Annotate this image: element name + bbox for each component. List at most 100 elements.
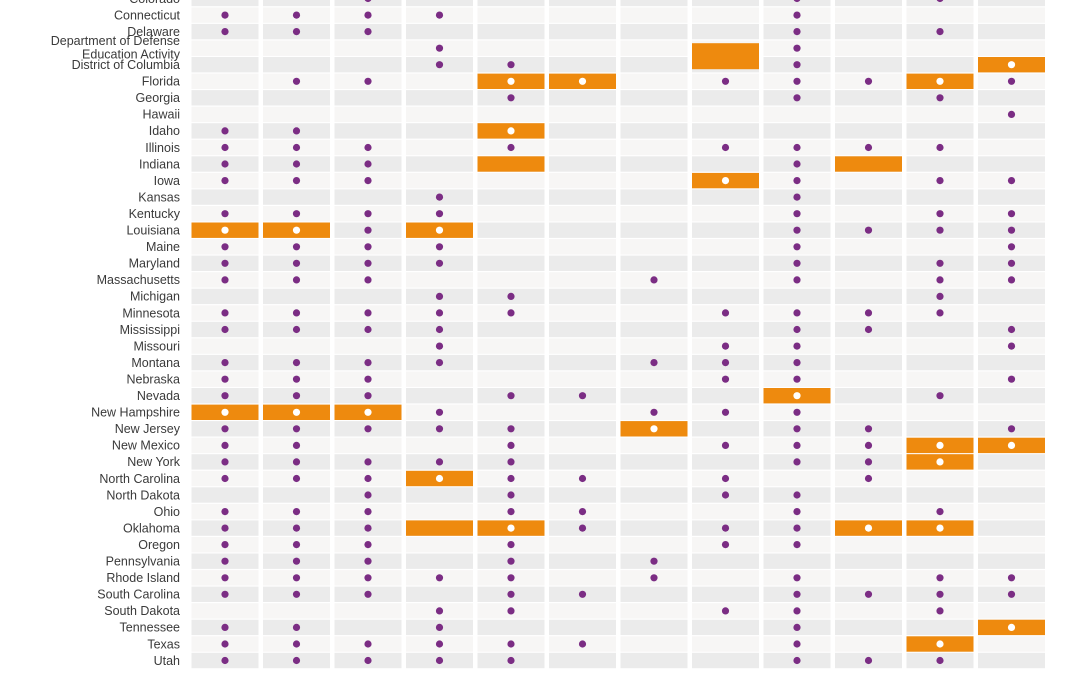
dot-north-carolina-col-1: [221, 474, 229, 483]
row-cell: [406, 172, 473, 189]
row-cell: [334, 57, 402, 73]
dot-nevada-col-11: [936, 392, 944, 400]
row-cell: [978, 454, 1045, 470]
row-cell: [549, 404, 616, 420]
row-cell: [978, 553, 1045, 569]
row-cell: [334, 603, 402, 619]
dot-nevada-col-5: [507, 392, 515, 400]
row-cell: [191, 338, 259, 354]
dot-north-carolina-col-2: [292, 474, 301, 483]
row-cell: [835, 371, 902, 387]
dot-michigan-col-11: [936, 292, 944, 300]
dot-minnesota-col-3: [364, 309, 372, 317]
dot-kentucky-col-11: [936, 210, 944, 218]
dot-nevada-col-3: [364, 392, 372, 400]
row-cell: [406, 553, 473, 569]
dot-idaho-col-5: [507, 127, 515, 135]
dot-south-carolina-col-2: [292, 590, 301, 598]
row-cell: [692, 90, 759, 106]
row-cell: [835, 503, 902, 520]
dot-iowa-col-1: [221, 177, 229, 185]
dot-utah-col-10: [864, 656, 873, 665]
dot-utah-col-5: [507, 656, 515, 665]
row-cell: [835, 23, 902, 40]
row-backgrounds: [191, 0, 1045, 669]
row-cell: [549, 272, 616, 288]
row-cell: [978, 288, 1045, 305]
dot-pennsylvania-col-7: [650, 557, 658, 565]
dot-new-hampshire-col-8: [721, 408, 730, 416]
row-cell: [406, 0, 473, 7]
row-cell: [549, 338, 616, 354]
dot-iowa-col-9: [793, 177, 801, 185]
dot-florida-col-11: [936, 77, 944, 85]
dot-utah-col-4: [435, 656, 444, 665]
row-label-kentucky: Kentucky: [129, 207, 181, 221]
dot-utah-col-1: [221, 656, 229, 665]
dot-south-carolina-col-1: [221, 590, 229, 598]
row-cell: [835, 239, 902, 255]
dot-texas-col-3: [364, 640, 372, 648]
dot-new-jersey-col-4: [435, 425, 444, 433]
dot-oregon-col-1: [221, 541, 229, 549]
dot-georgia-col-9: [793, 94, 801, 102]
row-cell: [620, 172, 688, 189]
row-label-michigan: Michigan: [130, 290, 180, 304]
row-cell: [906, 321, 974, 338]
row-cell: [835, 272, 902, 288]
dot-mississippi-col-3: [364, 325, 372, 334]
row-cell: [334, 106, 402, 123]
dot-maryland-col-2: [292, 259, 301, 267]
row-cell: [334, 437, 402, 454]
row-cell: [835, 288, 902, 305]
row-cell: [549, 305, 616, 321]
row-cell: [334, 40, 402, 56]
dot-oklahoma-col-10: [864, 524, 873, 532]
row-cell: [477, 321, 545, 338]
row-cell: [620, 305, 688, 321]
row-cell: [906, 421, 974, 437]
row-cell: [191, 106, 259, 123]
dot-michigan-col-5: [507, 292, 515, 300]
dot-rhode-island-col-4: [435, 574, 444, 582]
dot-new-hampshire-col-2: [292, 408, 301, 416]
dot-north-carolina-col-8: [721, 474, 730, 483]
dot-missouri-col-9: [793, 342, 801, 350]
row-label-new-jersey: New Jersey: [115, 422, 181, 436]
dot-maryland-col-4: [435, 259, 444, 267]
dot-massachusetts-col-12: [1007, 276, 1016, 284]
row-cell: [620, 338, 688, 354]
dot-mississippi-col-9: [793, 325, 801, 334]
row-cell: [692, 652, 759, 669]
row-cell: [978, 652, 1045, 669]
row-cell: [406, 156, 473, 172]
row-cell: [549, 57, 616, 73]
row-cell: [835, 636, 902, 652]
row-cell: [549, 90, 616, 106]
row-cell: [549, 537, 616, 553]
dot-oklahoma-col-6: [578, 524, 587, 532]
row-cell: [549, 139, 616, 156]
row-cell: [549, 619, 616, 636]
row-cell: [477, 7, 545, 23]
dot-nevada-col-2: [292, 392, 301, 400]
dot-florida-col-9: [793, 77, 801, 85]
row-cell: [906, 239, 974, 255]
dot-minnesota-col-11: [936, 309, 944, 317]
row-cell: [978, 603, 1045, 619]
row-cell: [906, 470, 974, 487]
dot-tennessee-col-9: [793, 623, 801, 632]
dot-montana-col-8: [721, 359, 730, 367]
row-cell: [620, 503, 688, 520]
dot-delaware-col-1: [221, 28, 229, 36]
dot-nebraska-col-8: [721, 375, 730, 383]
row-cell: [620, 255, 688, 271]
row-cell: [763, 106, 831, 123]
dot-south-carolina-col-3: [364, 590, 372, 598]
dot-new-jersey-col-5: [507, 425, 515, 433]
dot-illinois-col-11: [936, 143, 944, 152]
dot-ohio-col-9: [793, 508, 801, 516]
row-cell: [978, 520, 1045, 536]
dot-texas-col-4: [435, 640, 444, 648]
dot-new-york-col-2: [292, 458, 301, 466]
